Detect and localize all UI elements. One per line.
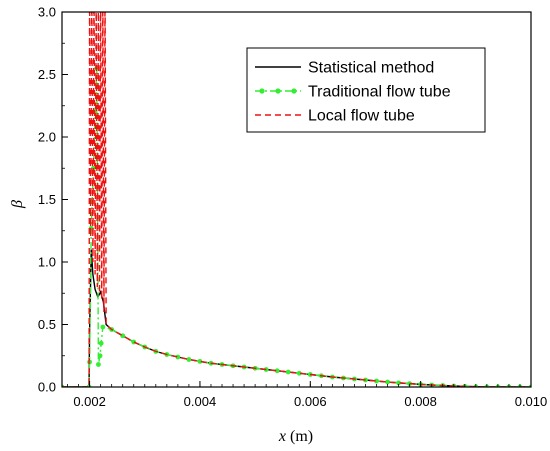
y-tick-label: 1.0 — [38, 255, 56, 270]
x-tick-label: 0.010 — [515, 394, 548, 409]
y-tick-label: 0.0 — [38, 380, 56, 395]
legend-marker — [259, 88, 265, 94]
series-point — [385, 379, 390, 385]
x-tick-label: 0.002 — [73, 394, 106, 409]
legend-marker — [291, 88, 297, 94]
legend-marker — [275, 88, 281, 94]
series-point — [374, 378, 379, 384]
legend: Statistical method Traditional flow tube L… — [246, 47, 486, 133]
series-point — [97, 353, 103, 359]
series-point — [396, 380, 401, 386]
y-tick-label: 0.5 — [38, 317, 56, 332]
x-tick-label: 0.004 — [184, 394, 217, 409]
legend-box — [246, 47, 486, 133]
x-axis-label-var: x — [278, 428, 286, 445]
series-point — [296, 370, 302, 376]
series-point — [285, 369, 291, 375]
x-axis-label-unit: (m) — [286, 428, 313, 445]
series-point — [186, 357, 192, 362]
legend-label-1: Statistical method — [308, 60, 434, 77]
series-point — [100, 324, 106, 330]
y-axis-label: β — [9, 200, 26, 209]
x-axis: 0.002 0.004 0.006 0.008 0.010 — [67, 381, 548, 409]
legend-label-3: Local flow tube — [308, 108, 415, 125]
series-point — [274, 368, 280, 374]
series-point — [98, 340, 104, 346]
y-tick-label: 2.0 — [38, 130, 56, 145]
legend-label-2: Traditional flow tube — [308, 84, 451, 101]
series-point — [197, 358, 203, 364]
y-tick-label: 1.5 — [38, 192, 56, 207]
y-tick-label: 3.0 — [38, 5, 56, 20]
x-axis-label: x (m) — [278, 428, 313, 445]
y-tick-label: 2.5 — [38, 67, 56, 82]
series-point — [96, 362, 101, 367]
x-tick-label: 0.006 — [294, 394, 327, 409]
x-tick-label: 0.008 — [404, 394, 437, 409]
series-line-3 — [62, 12, 531, 387]
y-axis: 0.0 0.5 1.0 1.5 2.0 2.5 3.0 — [38, 5, 68, 395]
series-point — [175, 354, 181, 360]
